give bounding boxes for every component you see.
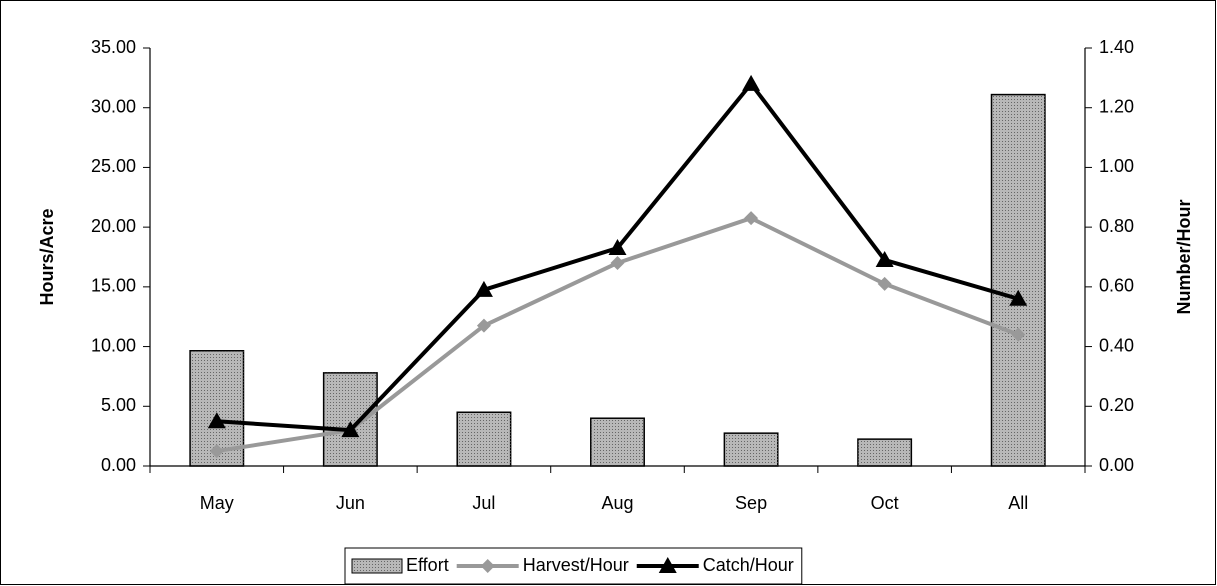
bar bbox=[857, 438, 913, 467]
y-tick-label: 30.00 bbox=[91, 96, 136, 116]
marker bbox=[742, 74, 761, 91]
legend-label: Catch/Hour bbox=[703, 555, 794, 575]
marker bbox=[608, 239, 627, 256]
x-tick-label: Jul bbox=[472, 493, 495, 513]
x-tick-label: Oct bbox=[871, 493, 899, 513]
marker bbox=[877, 276, 892, 291]
legend-swatch-texture bbox=[352, 559, 402, 573]
y-tick-label: 5.00 bbox=[101, 395, 136, 415]
legend-box bbox=[344, 547, 803, 585]
marker bbox=[207, 412, 226, 429]
bar bbox=[723, 432, 779, 467]
x-tick-label: Sep bbox=[735, 493, 767, 513]
y-axis-title: Hours/Acre bbox=[37, 208, 57, 305]
marker bbox=[1011, 327, 1026, 342]
marker bbox=[209, 444, 224, 459]
bar bbox=[322, 372, 378, 467]
marker bbox=[341, 421, 360, 438]
x-tick-label: Jun bbox=[336, 493, 365, 513]
legend-label: Effort bbox=[406, 555, 449, 575]
x-tick-label: Aug bbox=[601, 493, 633, 513]
y2-tick-label: 1.40 bbox=[1099, 37, 1134, 57]
y2-tick-label: 1.20 bbox=[1099, 96, 1134, 116]
y2-tick-label: 0.40 bbox=[1099, 335, 1134, 355]
bar bbox=[456, 411, 512, 467]
y2-tick-label: 0.60 bbox=[1099, 276, 1134, 296]
legend-marker bbox=[480, 559, 495, 573]
marker bbox=[474, 280, 493, 297]
y-tick-label: 35.00 bbox=[91, 37, 136, 57]
y-tick-label: 15.00 bbox=[91, 276, 136, 296]
legend-label: Harvest/Hour bbox=[523, 555, 629, 575]
y-tick-label: 20.00 bbox=[91, 216, 136, 236]
legend-marker bbox=[658, 557, 677, 573]
y2-tick-label: 0.00 bbox=[1099, 455, 1134, 475]
marker bbox=[610, 255, 625, 270]
marker bbox=[476, 318, 491, 333]
x-tick-label: May bbox=[200, 493, 234, 513]
legend: Effort Harvest/Hour Catch/Hour bbox=[344, 547, 803, 585]
marker bbox=[1009, 289, 1028, 306]
y-tick-label: 25.00 bbox=[91, 156, 136, 176]
x-tick-label: All bbox=[1008, 493, 1028, 513]
y2-tick-label: 0.80 bbox=[1099, 216, 1134, 236]
marker bbox=[744, 211, 759, 226]
y-tick-label: 10.00 bbox=[91, 335, 136, 355]
bar bbox=[990, 93, 1046, 467]
y2-tick-label: 0.20 bbox=[1099, 395, 1134, 415]
marker bbox=[875, 250, 894, 267]
y-tick-label: 0.00 bbox=[101, 455, 136, 475]
y2-tick-label: 1.00 bbox=[1099, 156, 1134, 176]
bar bbox=[590, 417, 645, 467]
y2-axis-title: Number/Hour bbox=[1174, 199, 1194, 314]
